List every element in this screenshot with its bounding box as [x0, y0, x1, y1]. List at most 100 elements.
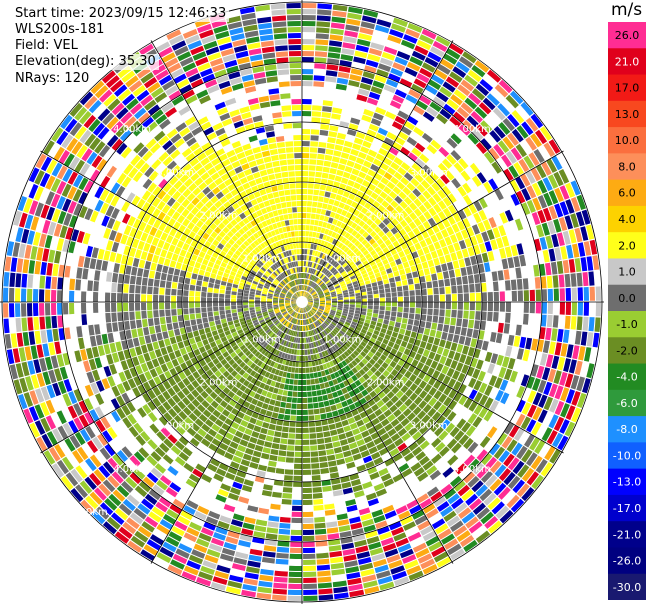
velocity-gate [43, 450, 56, 465]
velocity-gate [532, 378, 541, 391]
velocity-gate [133, 451, 145, 463]
velocity-gate [45, 303, 51, 316]
velocity-gate [228, 324, 235, 330]
velocity-gate [553, 288, 559, 301]
velocity-gate [181, 387, 191, 396]
velocity-gate [581, 209, 591, 225]
velocity-gate [386, 222, 395, 230]
velocity-gate [192, 408, 202, 418]
velocity-gate [565, 405, 576, 421]
velocity-gate [342, 273, 348, 278]
velocity-gate [480, 120, 493, 133]
velocity-gate [364, 394, 372, 402]
velocity-gate [266, 279, 272, 284]
velocity-gate [302, 409, 308, 415]
velocity-gate [307, 303, 313, 306]
velocity-gate [521, 188, 531, 201]
velocity-gate [324, 248, 329, 254]
velocity-gate [264, 336, 270, 342]
velocity-gate [565, 287, 571, 301]
velocity-gate [412, 446, 423, 457]
velocity-gate [378, 366, 386, 374]
velocity-gate [376, 69, 389, 78]
velocity-gate [413, 319, 420, 327]
velocity-gate [447, 543, 462, 556]
velocity-gate [291, 523, 302, 529]
velocity-gate [558, 169, 570, 184]
velocity-gate [355, 304, 361, 308]
velocity-gate [322, 287, 328, 291]
velocity-gate [359, 27, 374, 36]
velocity-gate [182, 243, 190, 251]
velocity-gate [369, 274, 376, 280]
velocity-gate [262, 264, 268, 270]
velocity-gate [293, 379, 298, 385]
velocity-gate [361, 308, 367, 312]
velocity-gate [258, 283, 264, 287]
velocity-gate [373, 437, 383, 446]
velocity-gate [269, 287, 275, 292]
velocity-gate [241, 275, 248, 281]
velocity-gate [287, 322, 292, 328]
velocity-gate [34, 261, 42, 275]
velocity-gate [184, 417, 194, 427]
velocity-gate [531, 182, 542, 197]
velocity-gate [71, 229, 80, 242]
velocity-gate [378, 222, 386, 230]
velocity-gate [499, 291, 505, 302]
velocity-gate [344, 302, 349, 305]
velocity-gate [451, 178, 461, 189]
velocity-gate [385, 345, 392, 353]
velocity-gate [422, 460, 434, 471]
velocity-gate [51, 397, 61, 412]
velocity-gate [99, 89, 113, 103]
velocity-gate [46, 329, 54, 343]
velocity-gate [359, 411, 368, 419]
velocity-gate [404, 452, 415, 462]
velocity-gate [341, 230, 347, 237]
velocity-gate [526, 419, 537, 433]
velocity-gate [293, 331, 296, 337]
velocity-gate [431, 273, 438, 281]
velocity-gate [404, 267, 411, 274]
velocity-gate [274, 262, 279, 268]
velocity-gate [146, 121, 158, 133]
velocity-gate [421, 308, 427, 315]
velocity-gate [381, 274, 388, 280]
velocity-gate [528, 152, 540, 166]
velocity-gate [239, 439, 249, 447]
velocity-gate [166, 128, 178, 139]
velocity-gate [321, 338, 326, 344]
velocity-gate [200, 302, 207, 308]
velocity-gate [175, 169, 185, 179]
velocity-gate [237, 270, 244, 276]
velocity-gate [360, 246, 367, 253]
velocity-gate [259, 330, 265, 336]
velocity-gate [342, 289, 348, 294]
velocity-gate [365, 234, 373, 242]
velocity-gate [12, 242, 20, 257]
velocity-gate [293, 318, 297, 324]
velocity-gate [487, 292, 493, 302]
velocity-gate [214, 570, 229, 580]
velocity-gate [256, 336, 262, 342]
velocity-gate [312, 487, 322, 493]
velocity-gate [318, 293, 324, 297]
velocity-gate [412, 542, 427, 553]
velocity-gate [392, 473, 404, 483]
velocity-gate [302, 349, 305, 355]
velocity-gate [202, 317, 209, 323]
velocity-gate [316, 564, 331, 571]
velocity-gate [306, 219, 311, 225]
velocity-gate [46, 262, 53, 276]
velocity-gate [122, 93, 135, 106]
velocity-gate [149, 534, 164, 546]
velocity-gate [319, 302, 325, 305]
velocity-gate [541, 289, 547, 301]
velocity-gate [219, 196, 228, 205]
velocity-gate [304, 325, 307, 331]
velocity-gate [114, 531, 130, 544]
velocity-gate [450, 133, 462, 145]
velocity-gate [448, 400, 458, 411]
velocity-gate [335, 138, 345, 146]
